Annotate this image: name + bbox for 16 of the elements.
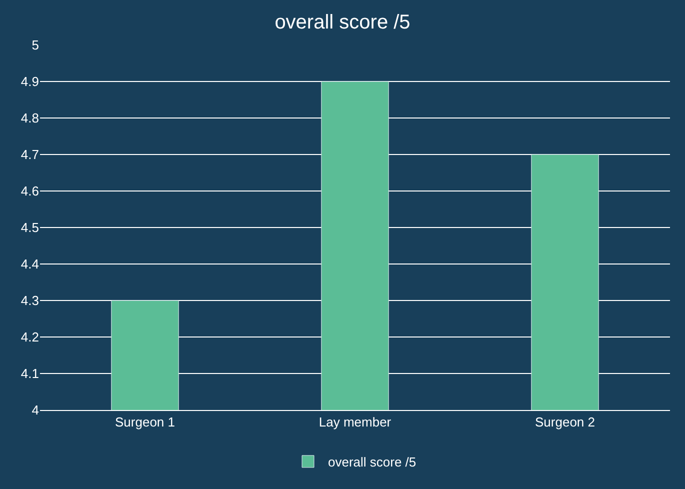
legend-label: overall score /5 bbox=[328, 454, 416, 470]
y-tick-label: 4.9 bbox=[20, 74, 39, 90]
y-tick-label: 4.2 bbox=[20, 330, 39, 345]
y-tick-label: 4.1 bbox=[20, 366, 39, 382]
y-tick-label: 4.5 bbox=[20, 220, 39, 236]
x-tick-label: Surgeon 1 bbox=[115, 414, 175, 430]
y-tick-label: 4.3 bbox=[20, 293, 39, 308]
y-tick-label: 4 bbox=[32, 402, 39, 418]
y-tick-label: 4.7 bbox=[20, 147, 39, 162]
chart-title: overall score /5 bbox=[274, 12, 410, 34]
y-tick-label: 4.4 bbox=[20, 256, 39, 272]
x-tick-label: Lay member bbox=[318, 414, 392, 430]
y-tick-label: 4.6 bbox=[20, 184, 39, 199]
x-tick-label: Surgeon 2 bbox=[535, 414, 595, 430]
y-tick-label: 5 bbox=[32, 38, 39, 53]
y-tick-label: 4.8 bbox=[20, 110, 39, 126]
